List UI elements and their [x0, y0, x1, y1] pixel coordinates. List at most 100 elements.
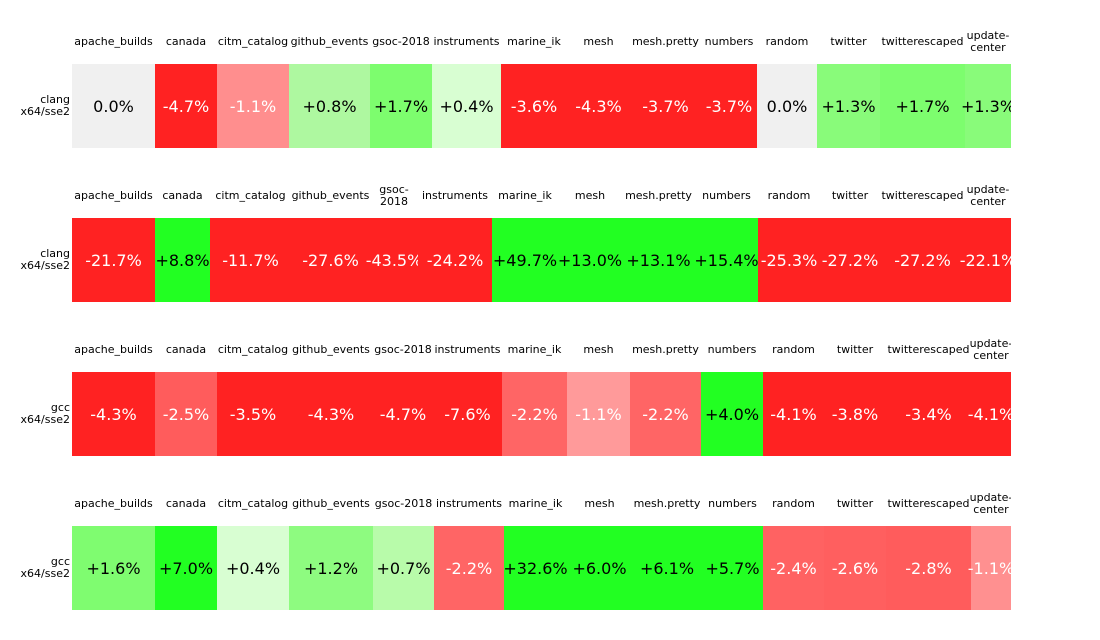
cell-value-label: -7.6% — [444, 405, 490, 424]
heatmap-panel-3: -4.3% apache_builds -2.5% canada -3.5% citm_c… — [21, 337, 1011, 456]
heatmap-cell — [373, 526, 434, 610]
heatmap-cell — [155, 372, 217, 456]
heatmap-cell — [72, 372, 155, 456]
column-header: random — [766, 35, 809, 48]
column-header: update-center — [967, 183, 1010, 208]
cell-value-label: +5.7% — [705, 559, 759, 578]
cell-value-label: -3.4% — [905, 405, 951, 424]
cell-value-label: -2.6% — [832, 559, 878, 578]
heatmap-cell — [567, 64, 630, 148]
heatmap-cell — [432, 64, 501, 148]
column-header: update-center — [967, 29, 1010, 54]
cell-value-label: +1.6% — [86, 559, 140, 578]
cell-value-label: +32.6% — [503, 559, 567, 578]
column-header: mesh.pretty — [634, 497, 701, 510]
heatmap-cell — [886, 526, 971, 610]
column-header: mesh — [575, 189, 605, 202]
cell-value-label: +6.0% — [572, 559, 626, 578]
column-header: numbers — [702, 189, 751, 202]
cell-value-label: -3.7% — [706, 97, 752, 116]
cell-value-label: -3.6% — [511, 97, 557, 116]
heatmap-cell — [433, 372, 502, 456]
cell-value-label: -1.1% — [968, 559, 1014, 578]
heatmap-cell — [217, 372, 289, 456]
heatmap-cell — [418, 218, 492, 302]
cell-value-label: -4.7% — [380, 405, 426, 424]
cell-value-label: -3.5% — [230, 405, 276, 424]
cell-value-label: 0.0% — [767, 97, 808, 116]
heatmap-cell — [289, 372, 373, 456]
column-header: mesh.pretty — [632, 35, 699, 48]
heatmap-cell — [155, 526, 217, 610]
cell-value-label: +1.3% — [821, 97, 875, 116]
heatmap-cell — [289, 526, 373, 610]
column-header: random — [768, 189, 811, 202]
cell-value-label: -1.1% — [575, 405, 621, 424]
heatmap-cell — [702, 526, 763, 610]
row-label: clang x64/sse2 — [21, 247, 70, 272]
heatmap-cell — [502, 372, 567, 456]
heatmap-cell — [971, 372, 1011, 456]
heatmap-cell — [763, 526, 824, 610]
heatmap-cell — [622, 218, 695, 302]
cell-value-label: -27.2% — [822, 251, 879, 270]
cell-value-label: -27.2% — [894, 251, 951, 270]
column-header: marine_ik — [498, 189, 552, 202]
cell-value-label: 0.0% — [93, 97, 134, 116]
cell-value-label: +1.7% — [374, 97, 428, 116]
column-header: gsoc-2018 — [374, 343, 431, 356]
column-header: random — [772, 343, 815, 356]
cell-value-label: -4.3% — [90, 405, 136, 424]
heatmap-cell — [72, 526, 155, 610]
cell-value-label: -25.3% — [761, 251, 818, 270]
heatmap-cell — [965, 64, 1011, 148]
heatmap-panel-2: -21.7% apache_builds +8.8% canada -11.7% citm… — [21, 183, 1011, 302]
column-header: canada — [166, 343, 206, 356]
cell-value-label: +13.1% — [626, 251, 690, 270]
cell-value-label: +7.0% — [159, 559, 213, 578]
cell-value-label: -2.5% — [163, 405, 209, 424]
row-label: gcc x64/sse2 — [21, 555, 70, 580]
cell-value-label: -2.8% — [905, 559, 951, 578]
cell-value-label: +0.7% — [376, 559, 430, 578]
cell-value-label: -4.7% — [163, 97, 209, 116]
heatmap-cell — [72, 64, 155, 148]
cell-value-label: -27.6% — [302, 251, 359, 270]
column-header: twitter — [830, 35, 867, 48]
heatmap-cell — [880, 218, 965, 302]
cell-value-label: -4.1% — [770, 405, 816, 424]
column-header: marine_ik — [508, 343, 562, 356]
heatmap-cell — [373, 372, 433, 456]
heatmap-cell — [501, 64, 567, 148]
heatmap-cell — [370, 64, 432, 148]
heatmap-cell — [880, 64, 965, 148]
heatmap-cell — [824, 372, 886, 456]
column-header: canada — [162, 189, 202, 202]
column-header: gsoc-2018 — [375, 497, 432, 510]
column-header: github_events — [292, 189, 370, 202]
heatmap-panel-1: 0.0% apache_builds -4.7% canada -1.1% citm_ca… — [21, 29, 1015, 148]
cell-value-label: -43.5% — [366, 251, 423, 270]
cell-value-label: +4.0% — [705, 405, 759, 424]
column-header: twitterescaped — [881, 189, 963, 202]
column-header: marine_ik — [507, 35, 561, 48]
heatmap-cell — [701, 64, 757, 148]
column-header: citm_catalog — [218, 497, 288, 510]
cell-value-label: +1.7% — [895, 97, 949, 116]
cell-value-label: -2.2% — [446, 559, 492, 578]
cell-value-label: -24.2% — [427, 251, 484, 270]
heatmap-cell — [630, 64, 701, 148]
cell-value-label: +1.3% — [961, 97, 1015, 116]
cell-value-label: +49.7% — [493, 251, 557, 270]
column-header: apache_builds — [74, 35, 153, 48]
column-header: apache_builds — [74, 343, 153, 356]
column-header: numbers — [708, 497, 757, 510]
column-header: github_events — [292, 497, 370, 510]
column-header: gsoc-2018 — [379, 183, 408, 208]
column-header: numbers — [708, 343, 757, 356]
heatmap-cell — [291, 218, 370, 302]
cell-value-label: -3.8% — [832, 405, 878, 424]
column-header: citm_catalog — [218, 35, 288, 48]
heatmap-cell — [558, 218, 622, 302]
heatmap-cell — [370, 218, 418, 302]
